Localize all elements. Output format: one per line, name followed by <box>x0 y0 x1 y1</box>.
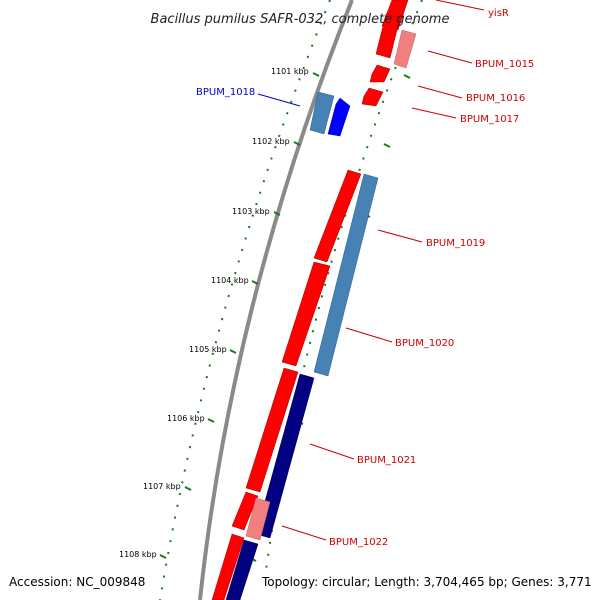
gene-label-bpum-1017: BPUM_1017 <box>460 114 519 125</box>
gene-bpum-1023[interactable] <box>211 533 245 600</box>
gene-bpum-1020[interactable] <box>281 261 331 367</box>
footer-summary: Topology: circular; Length: 3,704,465 bp… <box>261 575 592 589</box>
gene-bpum-1022[interactable] <box>231 491 259 531</box>
footer-summary-bg <box>256 570 596 592</box>
gene-bpum-1015[interactable] <box>393 29 417 69</box>
genome-backbone <box>198 0 354 600</box>
scale-label-1105: 1105 kbp <box>189 345 227 354</box>
gene-bpum-1018-a[interactable] <box>309 91 335 135</box>
gene-bpum-1021[interactable] <box>245 367 299 493</box>
gene-bpum-1018-b[interactable] <box>327 97 351 137</box>
gene-label-bpum-1018: BPUM_1018 <box>196 87 255 98</box>
forward-strand-genes <box>211 0 417 600</box>
gene-label-bpum-1016: BPUM_1016 <box>466 93 525 104</box>
gene-bpum-1021-rev[interactable] <box>255 373 315 539</box>
gene-bpum-1016[interactable] <box>369 64 391 83</box>
gene-yisR-tail[interactable] <box>375 13 401 59</box>
scale-label-1106: 1106 kbp <box>167 414 205 423</box>
scale-label-1108: 1108 kbp <box>119 550 157 559</box>
footer-accession: Accession: NC_009848 <box>9 575 145 589</box>
gene-bpum-1022-rev[interactable] <box>245 497 271 541</box>
gene-bpum-1024-rev[interactable] <box>225 539 259 600</box>
gene-bpum-1019[interactable] <box>313 169 362 263</box>
gene-label-yisR: yisR <box>488 8 509 19</box>
label-leaders <box>257 0 485 541</box>
gene-bpum-1017[interactable] <box>361 87 384 107</box>
scale-label-1107: 1107 kbp <box>143 482 181 491</box>
gene-label-bpum-1020: BPUM_1020 <box>395 338 454 349</box>
gene-label-bpum-1019: BPUM_1019 <box>426 238 485 249</box>
scale-label-1102: 1102 kbp <box>252 137 290 146</box>
scale-label-1103: 1103 kbp <box>232 207 270 216</box>
reverse-strand-genes <box>225 91 379 600</box>
gene-bpum-1019-rev[interactable] <box>313 173 379 377</box>
gene-label-bpum-1015: BPUM_1015 <box>475 59 534 70</box>
gene-label-bpum-1022: BPUM_1022 <box>329 537 388 548</box>
major-ticks <box>159 72 411 562</box>
footer-accession-bg <box>4 570 154 592</box>
map-title: Bacillus pumilus SAFR-032, complete geno… <box>151 12 450 27</box>
gene-label-bpum-1021: BPUM_1021 <box>357 455 416 466</box>
scale-label-1101: 1101 kbp <box>271 67 309 76</box>
scale-label-1104: 1104 kbp <box>211 276 249 285</box>
